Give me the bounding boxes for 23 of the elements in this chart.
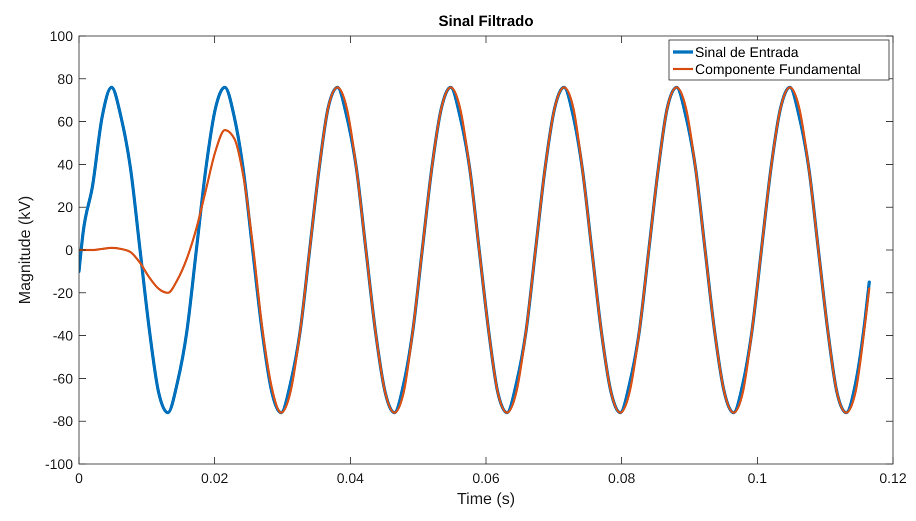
y-tick-label: 100 bbox=[50, 28, 74, 44]
x-axis-title: Time (s) bbox=[456, 491, 516, 508]
x-tick-label: 0.1 bbox=[748, 470, 768, 486]
chart-title: Sinal Filtrado bbox=[438, 13, 534, 30]
y-tick-label: 20 bbox=[57, 199, 74, 216]
x-tick-label: 0.06 bbox=[472, 470, 500, 486]
x-tick-label: 0.12 bbox=[879, 470, 907, 486]
y-tick-label: -40 bbox=[52, 328, 74, 344]
y-tick-label: 60 bbox=[57, 114, 74, 130]
y-tick-label: -60 bbox=[52, 370, 74, 386]
y-tick-label: -80 bbox=[52, 413, 74, 430]
x-tick-label: 0.02 bbox=[201, 470, 229, 486]
legend-label: Sinal de Entrada bbox=[695, 44, 799, 60]
y-tick-label: -100 bbox=[44, 456, 74, 472]
y-axis-title: Magnitude (kV) bbox=[17, 196, 34, 304]
x-tick-label: 0.04 bbox=[336, 470, 364, 486]
x-tick-label: 0 bbox=[75, 470, 84, 486]
legend-label: Componente Fundamental bbox=[695, 61, 861, 77]
y-tick-label: 40 bbox=[57, 156, 74, 172]
x-tick-label: 0.08 bbox=[608, 470, 636, 486]
y-tick-label: 80 bbox=[57, 70, 74, 87]
y-tick-label: 0 bbox=[65, 242, 74, 258]
y-tick-label: -20 bbox=[52, 284, 74, 301]
